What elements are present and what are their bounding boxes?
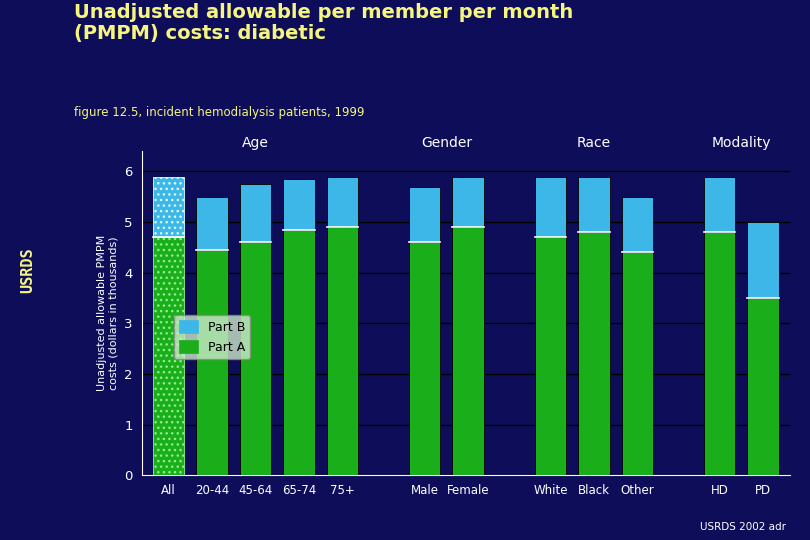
Bar	[240, 242, 271, 475]
Bar	[196, 250, 228, 475]
Bar	[535, 177, 566, 237]
Bar	[284, 179, 314, 230]
Text: Gender: Gender	[421, 136, 472, 150]
Bar	[578, 232, 610, 475]
Bar	[535, 237, 566, 475]
Bar	[196, 197, 228, 250]
Text: Modality: Modality	[712, 136, 771, 150]
Text: Unadjusted allowable per member per month
(PMPM) costs: diabetic: Unadjusted allowable per member per mont…	[74, 3, 573, 43]
Bar	[704, 177, 735, 232]
Bar	[622, 252, 653, 475]
Text: Age: Age	[242, 136, 269, 150]
Text: figure 12.5, incident hemodialysis patients, 1999: figure 12.5, incident hemodialysis patie…	[74, 106, 364, 119]
Y-axis label: Unadjusted allowable PMPM
costs (dollars in thousands): Unadjusted allowable PMPM costs (dollars…	[97, 235, 119, 392]
Bar	[409, 187, 441, 242]
Bar	[326, 227, 358, 475]
Bar	[152, 237, 184, 475]
Bar	[152, 177, 184, 237]
Legend: Part B, Part A: Part B, Part A	[174, 315, 250, 359]
Bar	[748, 298, 779, 475]
Bar	[453, 227, 484, 475]
Bar	[578, 177, 610, 232]
Text: Race: Race	[577, 136, 611, 150]
Bar	[453, 177, 484, 227]
Bar	[326, 177, 358, 227]
Bar	[704, 232, 735, 475]
Bar	[622, 197, 653, 252]
Bar	[284, 230, 314, 475]
Bar	[240, 184, 271, 242]
Text: USRDS: USRDS	[20, 247, 35, 293]
Bar	[409, 242, 441, 475]
Bar	[748, 222, 779, 298]
Text: USRDS 2002 adr: USRDS 2002 adr	[700, 522, 786, 532]
